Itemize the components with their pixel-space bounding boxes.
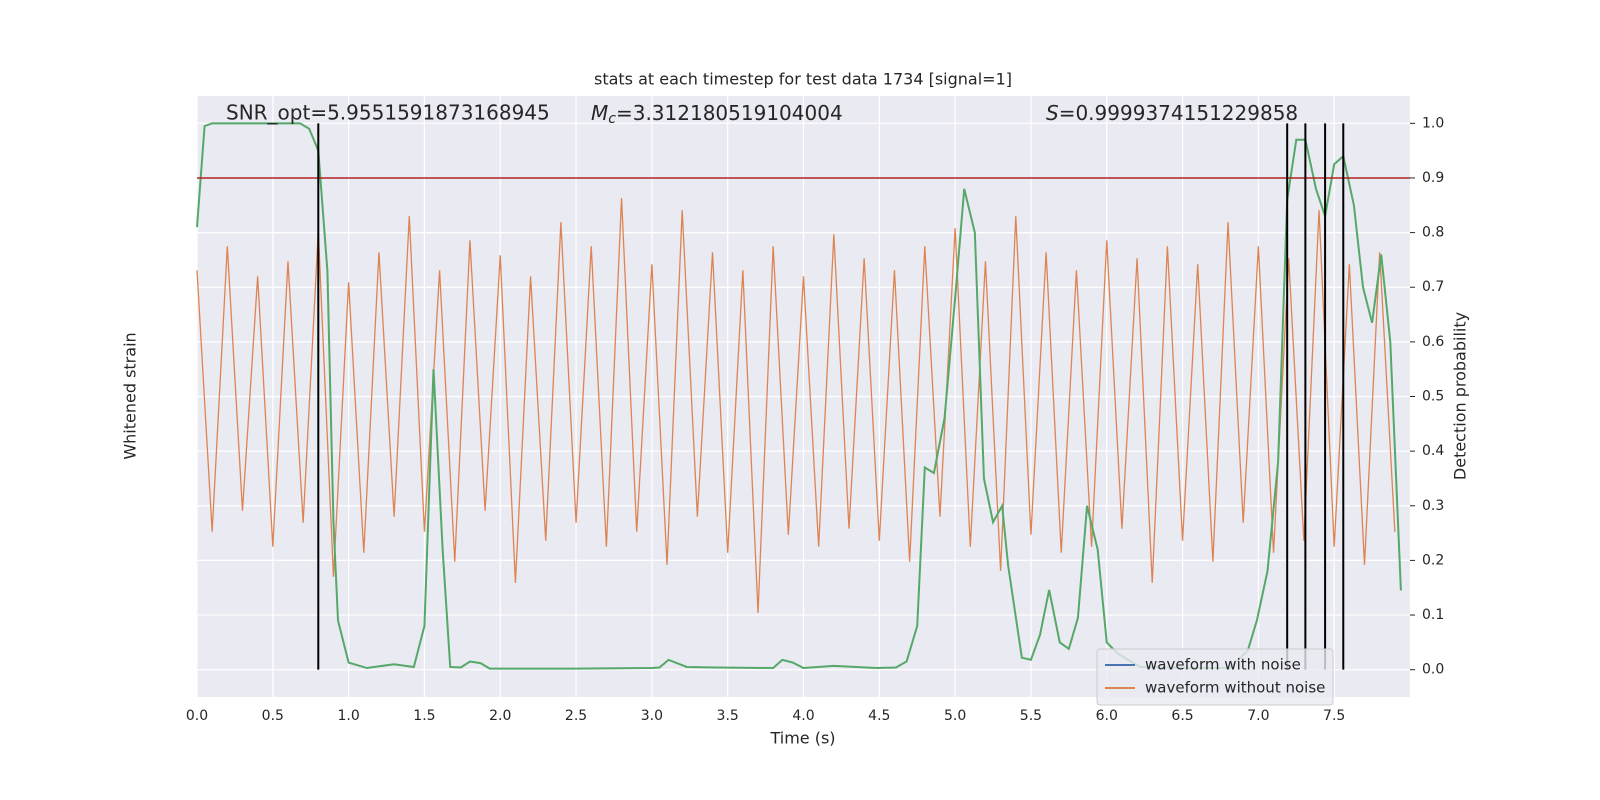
x-tick-label: 5.0	[944, 708, 966, 724]
x-tick-label: 7.0	[1247, 708, 1269, 724]
y2-tick-label: 0.0	[1422, 662, 1444, 678]
series-line	[196, 198, 1396, 613]
y2-tick-label: 0.6	[1422, 334, 1444, 350]
y2-tick-label: 0.8	[1422, 225, 1444, 241]
y2-tick-label: 0.2	[1422, 552, 1444, 568]
x-tick-label: 4.0	[792, 708, 814, 724]
y2-tick-label: 0.5	[1422, 389, 1444, 405]
y2-tick-label: 0.1	[1422, 607, 1444, 623]
annotation-subscript: c	[608, 111, 616, 127]
annotation-text: =3.312180519104004	[616, 101, 843, 125]
x-tick-label: 3.0	[641, 708, 663, 724]
x-tick-label: 2.5	[565, 708, 587, 724]
x-tick-label: 5.5	[1020, 708, 1042, 724]
legend-label: waveform without noise	[1145, 679, 1325, 697]
annotation: S=0.9999374151229858	[1046, 101, 1298, 125]
y2-axis-label: Detection probability	[1451, 312, 1470, 480]
x-tick-label: 2.0	[489, 708, 511, 724]
annotation-symbol: M	[591, 101, 608, 125]
annotation-symbol: S	[1046, 101, 1059, 125]
x-tick-label: 6.0	[1096, 708, 1118, 724]
x-tick-label: 1.0	[337, 708, 359, 724]
annotation: SNR_opt=5.9551591873168945	[226, 101, 550, 125]
annotation-text: =0.9999374151229858	[1059, 101, 1298, 125]
y2-tick-label: 0.9	[1422, 170, 1444, 186]
y-axis-label: Whitened strain	[121, 332, 140, 459]
x-tick-label: 1.5	[413, 708, 435, 724]
series-line	[196, 122, 1402, 670]
y2-tick-label: 1.0	[1422, 115, 1444, 131]
x-tick-label: 3.5	[717, 708, 739, 724]
x-tick-label: 0.0	[186, 708, 208, 724]
x-tick-label: 4.5	[868, 708, 890, 724]
legend-label: waveform with noise	[1145, 656, 1301, 674]
x-tick-label: 0.5	[262, 708, 284, 724]
legend-box	[1096, 648, 1334, 706]
annotation: Mc=3.312180519104004	[591, 101, 843, 128]
chart-title: stats at each timestep for test data 173…	[594, 70, 1012, 89]
y2-tick-label: 0.7	[1422, 279, 1444, 295]
y2-tick-label: 0.4	[1422, 443, 1444, 459]
x-tick-label: 6.5	[1171, 708, 1193, 724]
x-tick-label: 7.5	[1323, 708, 1345, 724]
x-axis-label: Time (s)	[769, 729, 835, 748]
y2-tick-label: 0.3	[1422, 498, 1444, 514]
